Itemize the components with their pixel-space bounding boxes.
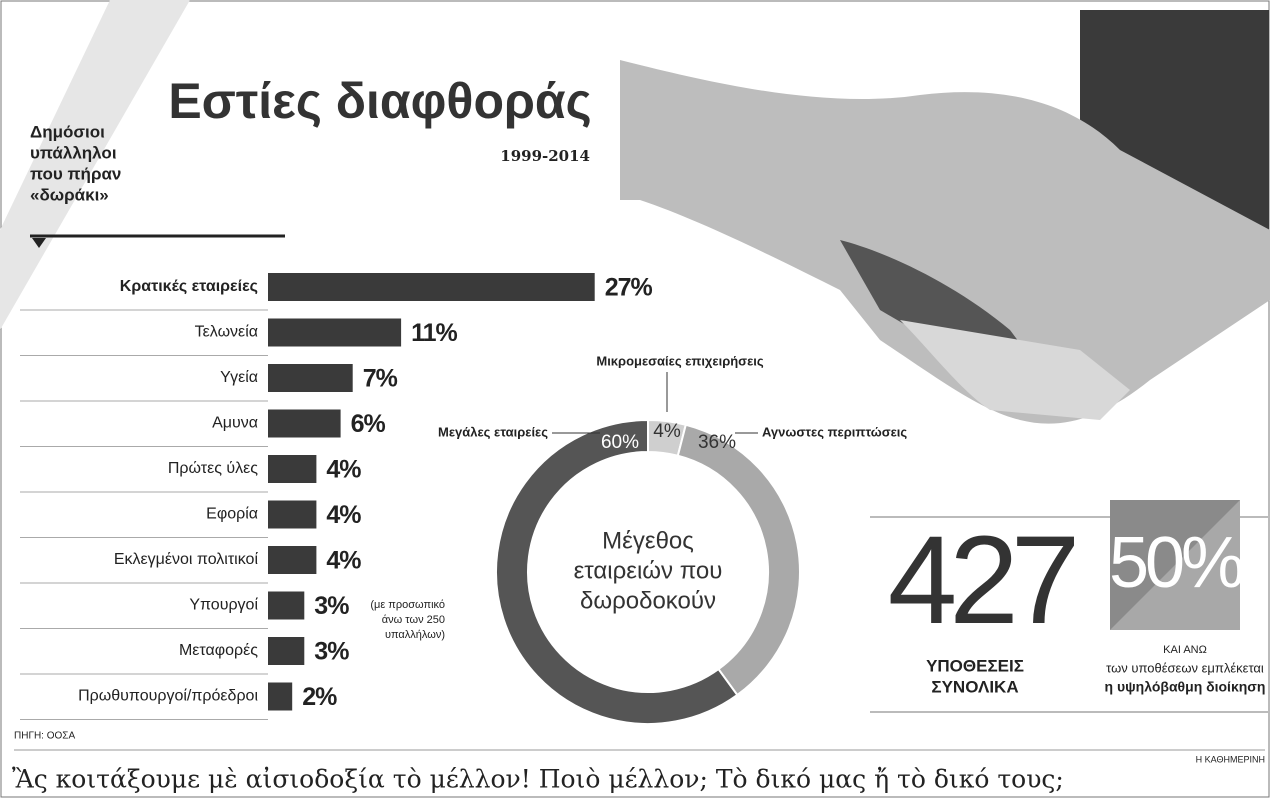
slice-value-label: 60% [601,432,639,453]
value-label: 11% [411,319,457,347]
category-label: Πρωθυπουργοί/πρόεδροι [78,688,258,705]
value-label: 6% [351,410,386,438]
credit: Η ΚΑΘΗΜΕΡΙΝΗ [1196,754,1265,764]
bar [268,637,305,665]
bar [268,455,317,483]
side-label: Δημόσιοι [30,122,105,141]
value-label: 2% [302,683,337,711]
category-label: Μεταφορές [179,642,258,659]
bar [268,546,317,574]
slice-value-label: 4% [653,421,681,442]
bar [268,318,402,347]
category-label: Υγεία [220,369,258,386]
stat-number: 427 [888,511,1075,650]
bar [268,500,317,529]
category-label: Πρώτες ύλες [168,460,258,477]
photo [620,10,1270,424]
donut-slice [676,423,801,697]
stat-label: ΚΑΙ ΑΝΩ [1163,644,1207,656]
donut-center-label: εταιρειών που [574,557,723,584]
stat-label: των υποθέσεων εμπλέκεται [1106,660,1264,675]
category-label: Εκλεγμένοι πολιτικοί [114,551,259,568]
category-label: Αμυνα [212,415,258,432]
bar [268,273,595,301]
side-label: υπάλληλοι [30,143,117,162]
bar [268,591,305,620]
category-label: Εφορία [206,506,258,523]
category-label: Κρατικές εταιρείες [120,278,258,295]
category-label: Υπουργοί [189,597,258,614]
source: ΠΗΓΗ: ΟΟΣΑ [14,731,75,742]
side-label: «δωράκι» [30,185,109,204]
value-label: 4% [326,501,361,529]
category-label: Τελωνεία [195,324,258,341]
pie-note: υπαλλήλων) [385,629,445,641]
value-label: 7% [363,365,398,393]
value-label: 4% [326,547,361,575]
side-label: που πήραν [30,164,121,183]
pointer [32,238,46,248]
value-label: 4% [326,456,361,484]
stat-label: η υψηλόβαθμη διοίκηση [1105,679,1266,695]
stat-box [1110,500,1240,630]
donut-center-label: Μέγεθος [602,527,694,554]
donut-slice [495,418,739,725]
bar [268,409,341,438]
slice-value-label: 36% [698,432,736,453]
stat-label: ΥΠΟΘΕΣΕΙΣ [926,656,1024,675]
stat-number: 50% [1109,523,1243,603]
value-label: 27% [605,274,653,302]
value-label: 3% [314,638,349,666]
subtitle: 1999-2014 [500,147,590,165]
bar [268,682,293,711]
title: Εστίες διαφθοράς [168,73,591,129]
pie-note: (με προσωπικό [370,599,445,611]
watermark [0,0,190,330]
slice-name: Μικρομεσαίες επιχειρήσεις [596,353,763,368]
pie-note: άνω των 250 [382,614,445,626]
slice-name: Αγνωστες περιπτώσεις [762,424,907,439]
stat-label: ΣΥΝΟΛΙΚΑ [931,677,1018,696]
caption: Ἂς κοιτάξουμε μὲ αἰσιοδοξία τὸ μέλλον! Π… [12,765,1064,794]
slice-name: Μεγάλες εταιρείες [438,424,548,439]
bar [268,364,353,392]
donut-center-label: δωροδοκούν [580,587,716,614]
value-label: 3% [314,592,349,620]
